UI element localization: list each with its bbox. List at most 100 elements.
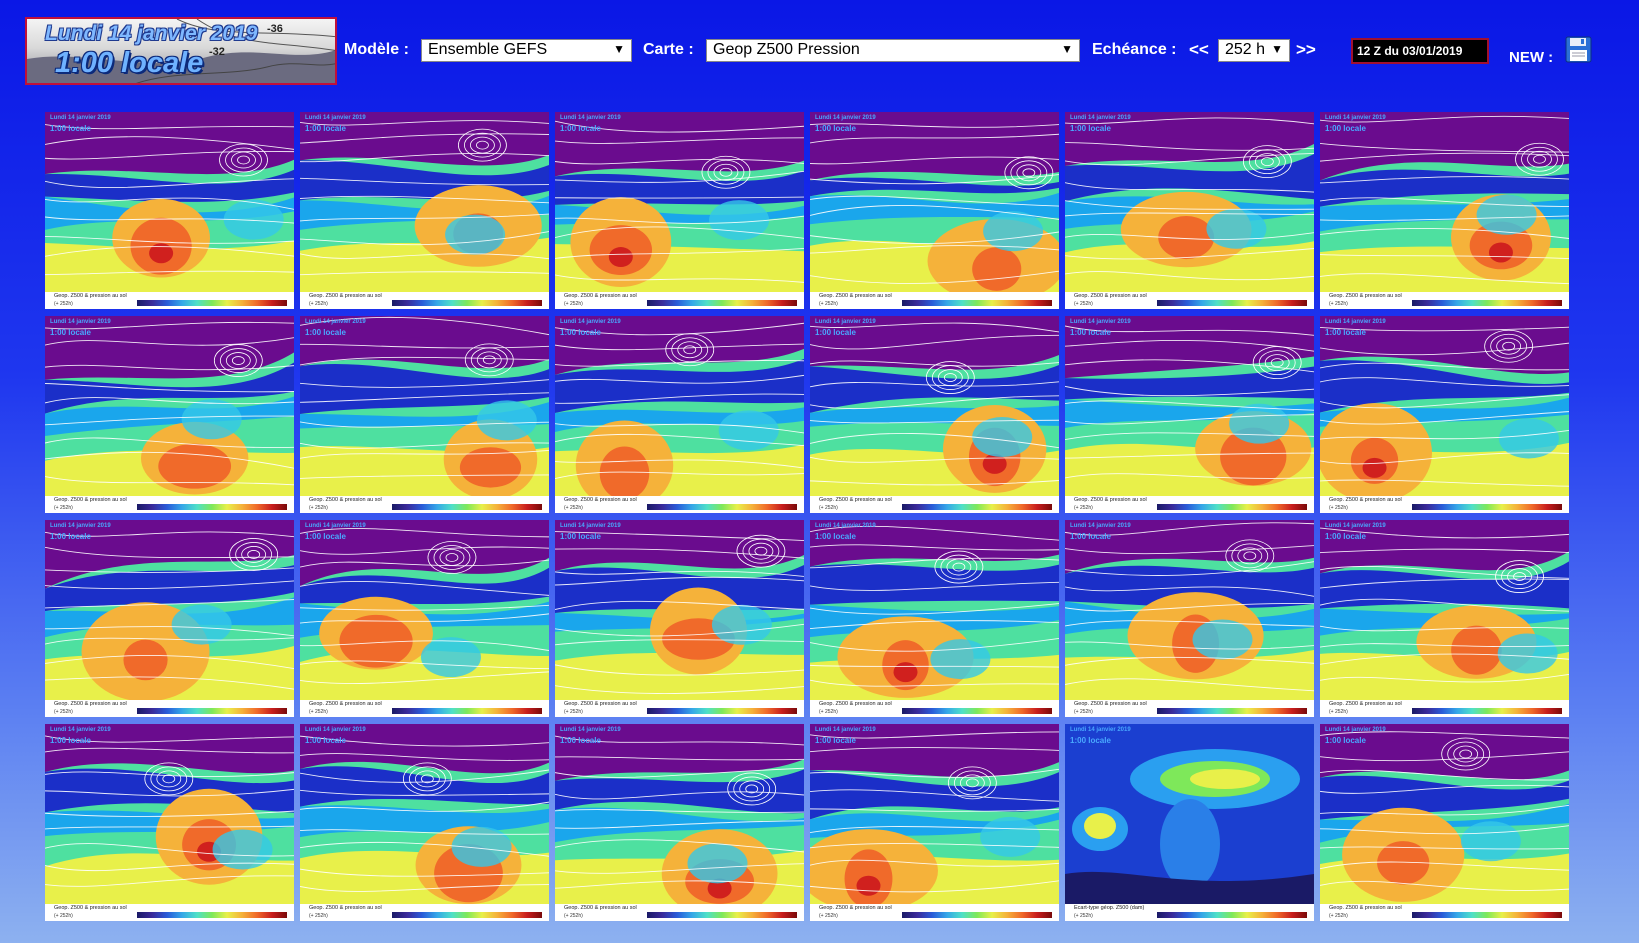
model-select[interactable]: Ensemble GEFS ▼ xyxy=(421,39,632,62)
member-map-tile[interactable]: Lundi 14 janvier 2019 1:00 locale Geop. Z5… xyxy=(45,520,294,717)
map-legend: Geop. Z500 & pression au sol (+ 252h) xyxy=(45,700,294,717)
member-map-tile[interactable]: Lundi 14 janvier 2019 1:00 locale Geop. Z5… xyxy=(300,112,549,309)
map-step: (+ 252h) xyxy=(564,505,583,511)
member-map-tile[interactable]: Lundi 14 janvier 2019 1:00 locale Geop. Z5… xyxy=(1065,520,1314,717)
map-legend: Geop. Z500 & pression au sol (+ 252h) xyxy=(45,904,294,921)
map-caption: Geop. Z500 & pression au sol xyxy=(1329,701,1402,707)
echeance-select-value: 252 h xyxy=(1225,41,1266,58)
member-map-tile[interactable]: Lundi 14 janvier 2019 1:00 locale Geop. Z5… xyxy=(1065,112,1314,309)
map-date: Lundi 14 janvier 2019 xyxy=(305,115,366,121)
map-time: 1:00 locale xyxy=(560,532,601,541)
map-time: 1:00 locale xyxy=(50,124,91,133)
member-map-tile[interactable]: Lundi 14 janvier 2019 1:00 locale Geop. Z5… xyxy=(810,112,1059,309)
map-time: 1:00 locale xyxy=(305,328,346,337)
member-map-tile[interactable]: Lundi 14 janvier 2019 1:00 locale Geop. Z5… xyxy=(555,112,804,309)
map-caption: Geop. Z500 & pression au sol xyxy=(1329,905,1402,911)
map-step: (+ 252h) xyxy=(1074,709,1093,715)
map-caption: Geop. Z500 & pression au sol xyxy=(564,497,637,503)
previous-step-button[interactable]: << xyxy=(1189,40,1209,59)
member-map-tile[interactable]: Lundi 14 janvier 2019 1:00 locale Geop. Z5… xyxy=(1320,520,1569,717)
map-image xyxy=(1065,520,1314,702)
map-caption: Geop. Z500 & pression au sol xyxy=(1074,701,1147,707)
member-map-tile[interactable]: Lundi 14 janvier 2019 1:00 locale Geop. Z5… xyxy=(810,520,1059,717)
map-select[interactable]: Geop Z500 Pression ▼ xyxy=(706,39,1080,62)
map-date: Lundi 14 janvier 2019 xyxy=(50,523,111,529)
member-map-tile[interactable]: Lundi 14 janvier 2019 1:00 locale Geop. Z5… xyxy=(555,316,804,513)
member-map-tile[interactable]: Lundi 14 janvier 2019 1:00 locale Geop. Z5… xyxy=(45,112,294,309)
map-caption: Geop. Z500 & pression au sol xyxy=(564,293,637,299)
next-step-button[interactable]: >> xyxy=(1296,40,1316,59)
map-time: 1:00 locale xyxy=(305,532,346,541)
map-date: Lundi 14 janvier 2019 xyxy=(560,523,621,529)
member-map-tile[interactable]: Lundi 14 janvier 2019 1:00 locale Geop. Z5… xyxy=(1320,112,1569,309)
map-caption: Geop. Z500 & pression au sol xyxy=(564,701,637,707)
map-time: 1:00 locale xyxy=(815,532,856,541)
map-legend: Geop. Z500 & pression au sol (+ 252h) xyxy=(810,292,1059,309)
map-step: (+ 252h) xyxy=(564,913,583,919)
member-map-tile[interactable]: Lundi 14 janvier 2019 1:00 locale Geop. Z5… xyxy=(45,724,294,921)
map-caption: Geop. Z500 & pression au sol xyxy=(1329,497,1402,503)
map-image xyxy=(555,316,804,498)
map-legend: Geop. Z500 & pression au sol (+ 252h) xyxy=(810,904,1059,921)
map-time: 1:00 locale xyxy=(815,124,856,133)
map-date: Lundi 14 janvier 2019 xyxy=(1325,115,1386,121)
banner-time: 1:00 locale xyxy=(55,47,204,79)
map-caption: Geop. Z500 & pression au sol xyxy=(1329,293,1402,299)
map-time: 1:00 locale xyxy=(560,328,601,337)
map-legend: Geop. Z500 & pression au sol (+ 252h) xyxy=(1320,700,1569,717)
map-image xyxy=(45,724,294,906)
map-step: (+ 252h) xyxy=(309,709,328,715)
member-map-tile[interactable]: Lundi 14 janvier 2019 1:00 locale Geop. Z5… xyxy=(300,520,549,717)
map-legend: Geop. Z500 & pression au sol (+ 252h) xyxy=(1065,292,1314,309)
echeance-select[interactable]: 252 h ▼ xyxy=(1218,39,1290,62)
map-time: 1:00 locale xyxy=(50,736,91,745)
run-label: 12 Z du 03/01/2019 xyxy=(1357,44,1463,58)
map-image xyxy=(300,112,549,294)
isotherm-label: -32 xyxy=(209,46,225,58)
map-legend: Ecart-type géop. Z500 (dam) (+ 252h) xyxy=(1065,904,1314,921)
member-map-tile[interactable]: Lundi 14 janvier 2019 1:00 locale Geop. Z5… xyxy=(810,724,1059,921)
map-caption: Geop. Z500 & pression au sol xyxy=(819,293,892,299)
color-scale xyxy=(392,504,542,510)
member-map-tile[interactable]: Lundi 14 janvier 2019 1:00 locale Geop. Z5… xyxy=(1320,316,1569,513)
member-map-tile[interactable]: Lundi 14 janvier 2019 1:00 locale Geop. Z5… xyxy=(555,724,804,921)
map-legend: Geop. Z500 & pression au sol (+ 252h) xyxy=(555,292,804,309)
map-image xyxy=(1320,520,1569,702)
member-map-tile[interactable]: Lundi 14 janvier 2019 1:00 locale Geop. Z5… xyxy=(300,316,549,513)
member-map-tile[interactable]: Lundi 14 janvier 2019 1:00 locale Geop. Z5… xyxy=(810,316,1059,513)
map-image xyxy=(45,112,294,294)
map-image xyxy=(300,724,549,906)
map-time: 1:00 locale xyxy=(50,532,91,541)
map-time: 1:00 locale xyxy=(560,736,601,745)
floppy-disk-icon[interactable] xyxy=(1565,36,1592,63)
chevron-down-icon: ▼ xyxy=(1271,42,1283,56)
spread-map-tile[interactable]: Lundi 14 janvier 2019 1:00 locale Ecart-ty… xyxy=(1065,724,1314,921)
map-step: (+ 252h) xyxy=(819,301,838,307)
map-date: Lundi 14 janvier 2019 xyxy=(1325,523,1386,529)
map-image xyxy=(810,520,1059,702)
member-map-tile[interactable]: Lundi 14 janvier 2019 1:00 locale Geop. Z5… xyxy=(300,724,549,921)
member-map-tile[interactable]: Lundi 14 janvier 2019 1:00 locale Geop. Z5… xyxy=(1320,724,1569,921)
member-map-tile[interactable]: Lundi 14 janvier 2019 1:00 locale Geop. Z5… xyxy=(555,520,804,717)
map-legend: Geop. Z500 & pression au sol (+ 252h) xyxy=(810,700,1059,717)
color-scale xyxy=(1412,912,1562,918)
member-map-tile[interactable]: Lundi 14 janvier 2019 1:00 locale Geop. Z5… xyxy=(45,316,294,513)
color-scale xyxy=(902,300,1052,306)
map-time: 1:00 locale xyxy=(305,124,346,133)
color-scale xyxy=(647,300,797,306)
member-map-tile[interactable]: Lundi 14 janvier 2019 1:00 locale Geop. Z5… xyxy=(1065,316,1314,513)
map-time: 1:00 locale xyxy=(1070,328,1111,337)
map-legend: Geop. Z500 & pression au sol (+ 252h) xyxy=(555,496,804,513)
map-date: Lundi 14 janvier 2019 xyxy=(305,727,366,733)
color-scale xyxy=(137,708,287,714)
map-image xyxy=(1065,112,1314,294)
map-select-value: Geop Z500 Pression xyxy=(713,41,860,58)
map-time: 1:00 locale xyxy=(815,328,856,337)
map-date: Lundi 14 janvier 2019 xyxy=(815,319,876,325)
isotherm-label: -36 xyxy=(267,23,283,35)
map-time: 1:00 locale xyxy=(1325,328,1366,337)
map-time: 1:00 locale xyxy=(1325,532,1366,541)
color-scale xyxy=(647,504,797,510)
map-caption: Geop. Z500 & pression au sol xyxy=(819,905,892,911)
map-step: (+ 252h) xyxy=(54,913,73,919)
